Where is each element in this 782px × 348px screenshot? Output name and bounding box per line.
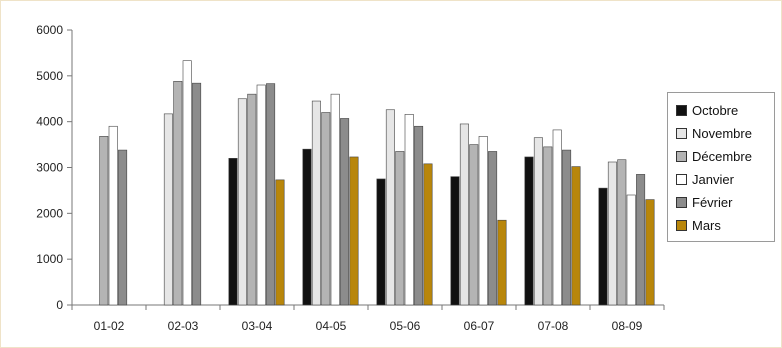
bar-janvier-01-02 [108,125,118,306]
legend-swatch [676,219,687,231]
bar-decembre-03-04 [247,93,257,306]
bar-novembre-05-06 [385,109,395,306]
legend-item-novembre: Novembre [676,124,752,142]
bar-decembre-01-02 [99,136,109,306]
legend-label: Février [692,194,733,210]
bar-fevrier-01-02 [118,149,128,306]
legend-item-fevrier: Février [676,193,732,211]
x-tick-label: 05-06 [390,319,421,333]
bar-decembre-06-07 [469,144,479,306]
bar-mars-03-04 [275,179,285,306]
x-tick-label: 02-03 [168,319,199,333]
x-tick-label: 08-09 [612,319,643,333]
bar-fevrier-06-07 [488,151,498,306]
bar-janvier-06-07 [478,136,488,306]
x-tick-label: 06-07 [464,319,495,333]
bar-decembre-07-08 [543,146,553,306]
legend-item-janvier: Janvier [676,170,734,188]
legend-swatch [676,196,687,208]
legend-item-octobre: Octobre [676,101,738,119]
legend-swatch [676,104,687,116]
chart-bars [99,60,655,306]
bar-janvier-03-04 [256,84,266,306]
bar-decembre-08-09 [617,159,627,306]
chart-legend: Octobre Novembre Décembre Janvier Févrie… [667,92,775,242]
x-tick-label: 04-05 [316,319,347,333]
x-tick-label: 03-04 [242,319,273,333]
bar-novembre-02-03 [163,113,173,306]
bar-fevrier-04-05 [340,118,350,306]
y-tick-label: 2000 [36,206,63,220]
y-tick-label: 6000 [36,23,63,37]
legend-item-mars: Mars [676,216,721,234]
y-tick-label: 4000 [36,115,63,129]
bar-janvier-08-09 [626,194,636,306]
bar-janvier-07-08 [552,129,562,306]
bar-octobre-07-08 [524,156,534,306]
bar-octobre-03-04 [228,158,238,306]
bar-fevrier-05-06 [414,125,424,306]
bar-janvier-05-06 [404,114,414,306]
bar-novembre-07-08 [533,137,543,306]
bar-octobre-05-06 [376,178,386,306]
legend-label: Octobre [692,102,739,118]
bar-fevrier-02-03 [192,82,202,306]
legend-item-decembre: Décembre [676,147,752,165]
legend-label: Décembre [692,148,752,164]
bar-novembre-03-04 [237,98,247,306]
legend-swatch [676,127,687,139]
legend-swatch [676,173,687,185]
bar-novembre-04-05 [311,100,321,306]
bar-fevrier-03-04 [266,83,276,306]
bar-novembre-06-07 [459,123,469,306]
y-tick-label: 3000 [36,161,63,175]
bar-fevrier-07-08 [562,149,572,306]
bar-octobre-06-07 [450,176,460,306]
legend-swatch [676,150,687,162]
x-tick-label: 07-08 [538,319,569,333]
bar-decembre-02-03 [173,81,183,306]
bar-janvier-02-03 [182,60,192,306]
chart-tick-labels: 0 1000 2000 3000 4000 5000 6000 01-02 02-03 03-04… [36,23,642,333]
bar-mars-06-07 [497,219,507,306]
x-tick-label: 01-02 [94,319,125,333]
y-tick-label: 1000 [36,252,63,266]
bar-mars-08-09 [645,199,655,306]
bar-mars-07-08 [571,166,581,306]
bar-fevrier-08-09 [636,174,646,306]
bar-janvier-04-05 [330,93,340,306]
bar-octobre-08-09 [598,187,608,306]
legend-label: Janvier [692,171,734,187]
y-tick-label: 0 [56,298,63,312]
bar-decembre-05-06 [395,151,405,306]
legend-label: Mars [692,217,721,233]
bar-novembre-08-09 [607,161,617,306]
bar-decembre-04-05 [321,112,331,306]
legend-label: Novembre [692,125,752,141]
bar-octobre-04-05 [302,148,312,306]
bar-mars-04-05 [349,156,359,306]
bar-mars-05-06 [423,163,433,306]
y-tick-label: 5000 [36,69,63,83]
